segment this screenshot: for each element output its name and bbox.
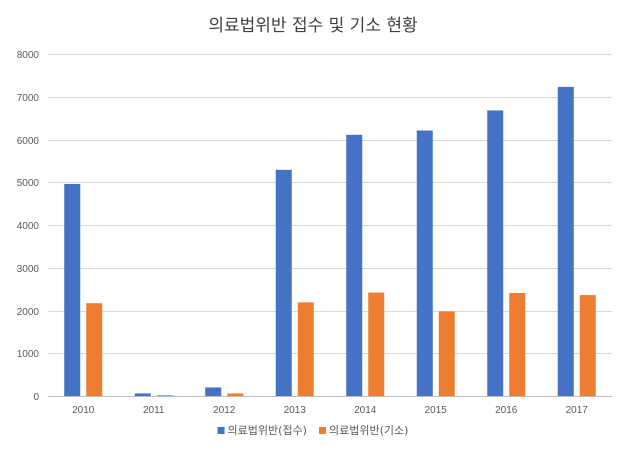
legend-item-series-2: 의료법위반(기소) <box>319 424 408 437</box>
legend-label: 의료법위반(접수) <box>228 424 307 437</box>
bar-series-2-2012 <box>227 393 244 396</box>
x-tick-label: 2010 <box>72 405 95 416</box>
y-tick-label: 6000 <box>17 136 40 147</box>
legend: 의료법위반(접수) 의료법위반(기소) <box>217 424 408 437</box>
y-tick-label: 1000 <box>17 349 40 360</box>
legend-label: 의료법위반(기소) <box>329 424 408 437</box>
x-tick-label: 2017 <box>566 405 589 416</box>
bar-series-1-2013 <box>275 169 292 396</box>
y-tick-label: 7000 <box>17 93 40 104</box>
bar-series-1-2010 <box>64 183 81 396</box>
bar-series-2-2011 <box>156 395 173 396</box>
y-tick-label: 4000 <box>17 221 40 232</box>
bar-series-1-2015 <box>416 130 433 396</box>
bar-series-2-2014 <box>368 292 385 396</box>
bars <box>64 86 596 397</box>
bar-series-1-2011 <box>134 393 151 396</box>
bar-series-2-2017 <box>579 295 596 396</box>
bar-series-1-2017 <box>557 86 574 397</box>
y-tick-label: 3000 <box>17 264 40 275</box>
y-axis-ticks: 0 1000 2000 3000 4000 5000 6000 7000 8000 <box>17 50 40 403</box>
legend-item-series-1: 의료법위반(접수) <box>217 424 307 437</box>
chart-title: 의료법위반 접수 및 기소 현황 <box>208 16 417 36</box>
x-tick-label: 2016 <box>495 405 518 416</box>
y-tick-label: 5000 <box>17 178 40 189</box>
x-tick-label: 2013 <box>284 405 307 416</box>
y-tick-label: 0 <box>33 392 39 403</box>
legend-swatch <box>319 427 326 434</box>
x-tick-label: 2012 <box>213 405 236 416</box>
y-tick-label: 2000 <box>17 307 40 318</box>
legend-swatch <box>217 427 225 434</box>
x-axis-ticks: 2010 2011 2012 2013 2014 2015 2016 2017 <box>72 405 588 416</box>
x-tick-label: 2014 <box>354 405 377 416</box>
x-tick-label: 2011 <box>143 405 165 416</box>
x-tick-label: 2015 <box>425 405 448 416</box>
bar-series-1-2012 <box>205 387 222 396</box>
bar-series-1-2014 <box>346 134 363 397</box>
gridlines <box>48 54 612 354</box>
bar-series-2-2013 <box>297 302 314 396</box>
bar-series-2-2010 <box>86 303 103 396</box>
y-tick-label: 8000 <box>17 50 40 61</box>
bar-series-2-2015 <box>438 311 455 396</box>
bar-series-2-2016 <box>509 292 526 396</box>
bar-series-1-2016 <box>487 110 504 397</box>
